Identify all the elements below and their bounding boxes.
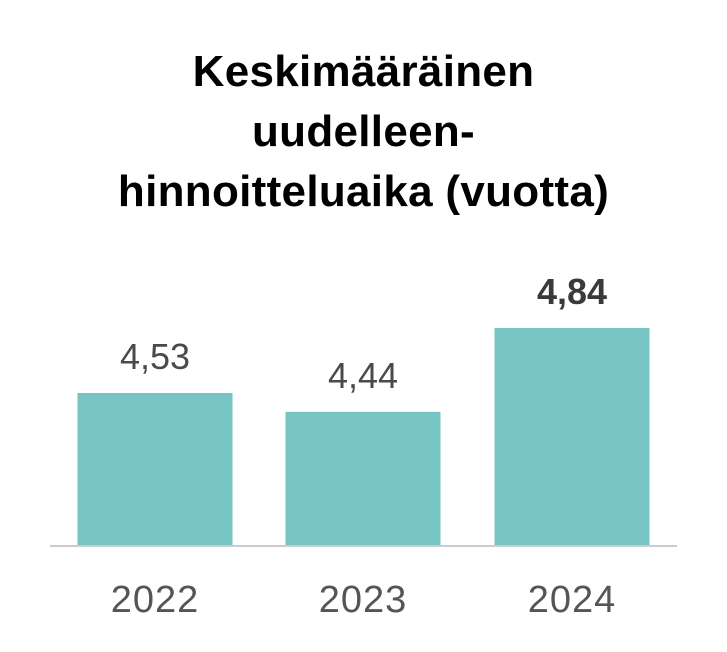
chart-title-line-1: Keskimääräinen: [192, 47, 535, 96]
bars-group: [77, 328, 650, 546]
value-labels-group: 4,53 4,44 4,84: [120, 271, 607, 396]
bar-2024: [494, 328, 650, 546]
x-tick-labels-group: 2022 2023 2024: [111, 579, 617, 621]
chart-title: Keskimääräinen uudelleen- hinnoitteluaik…: [0, 42, 727, 222]
value-label-2023: 4,44: [328, 355, 398, 396]
x-tick-label-2024: 2024: [528, 579, 617, 621]
x-tick-label-2022: 2022: [111, 579, 200, 621]
chart-title-line-3: hinnoitteluaika (vuotta): [117, 167, 610, 216]
bar-2022: [77, 392, 233, 546]
value-label-2022: 4,53: [120, 336, 190, 377]
chart-title-line-2: uudelleen-: [251, 107, 476, 156]
x-tick-label-2023: 2023: [319, 579, 408, 621]
value-label-2024: 4,84: [537, 271, 607, 312]
bar-2023: [285, 411, 441, 546]
